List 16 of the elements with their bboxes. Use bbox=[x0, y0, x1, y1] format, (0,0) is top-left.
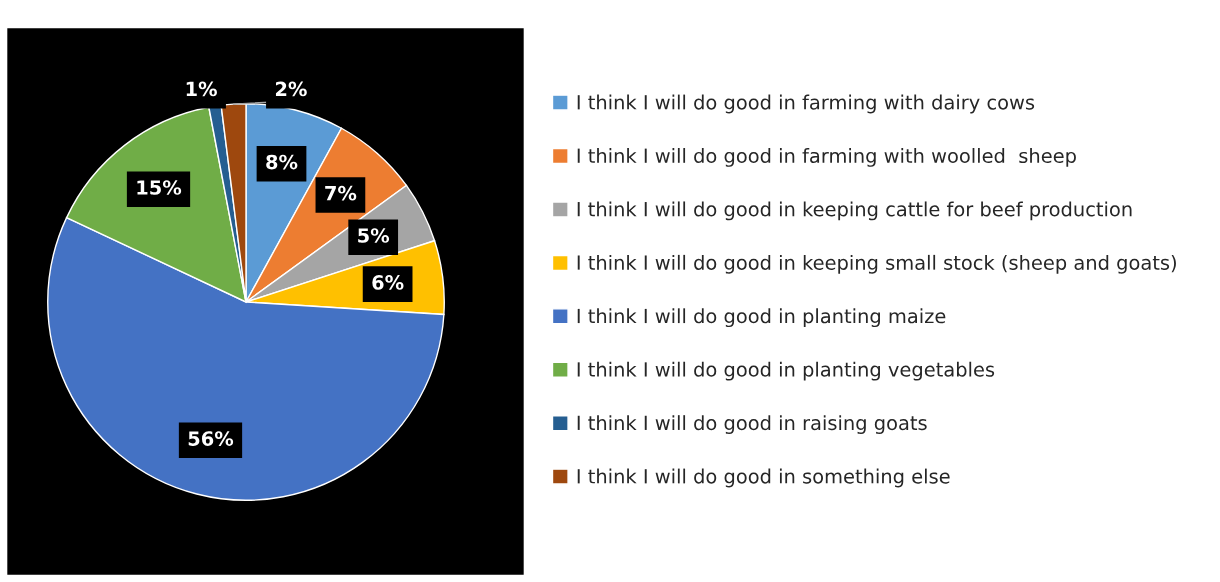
legend-label: I think I will do good in farming with woolled sheep bbox=[577, 148, 1076, 167]
data-label: 56% bbox=[188, 431, 234, 446]
data-label: 5% bbox=[358, 228, 390, 243]
data-label: 6% bbox=[372, 275, 404, 290]
data-label: 8% bbox=[266, 154, 298, 170]
data-label: 2% bbox=[275, 81, 307, 97]
legend-label: I think I will do good in planting vegetables bbox=[577, 361, 995, 381]
data-label: 1% bbox=[186, 81, 217, 97]
legend-label: I think I will do good in farming with dairy cows bbox=[577, 94, 1035, 114]
data-label: 15% bbox=[137, 180, 182, 195]
legend-label: I think I will do good in keeping cattle for beef production bbox=[577, 201, 1132, 221]
legend-label: I think I will do good in something else bbox=[577, 468, 950, 488]
legend-label: I think I will do good in planting maize bbox=[577, 308, 946, 328]
legend-label: I think I will do good in keeping small stock (sheep and goats) bbox=[577, 254, 1176, 274]
data-label: 7% bbox=[325, 185, 357, 201]
legend-label: I think I will do good in raising goats bbox=[577, 415, 927, 434]
